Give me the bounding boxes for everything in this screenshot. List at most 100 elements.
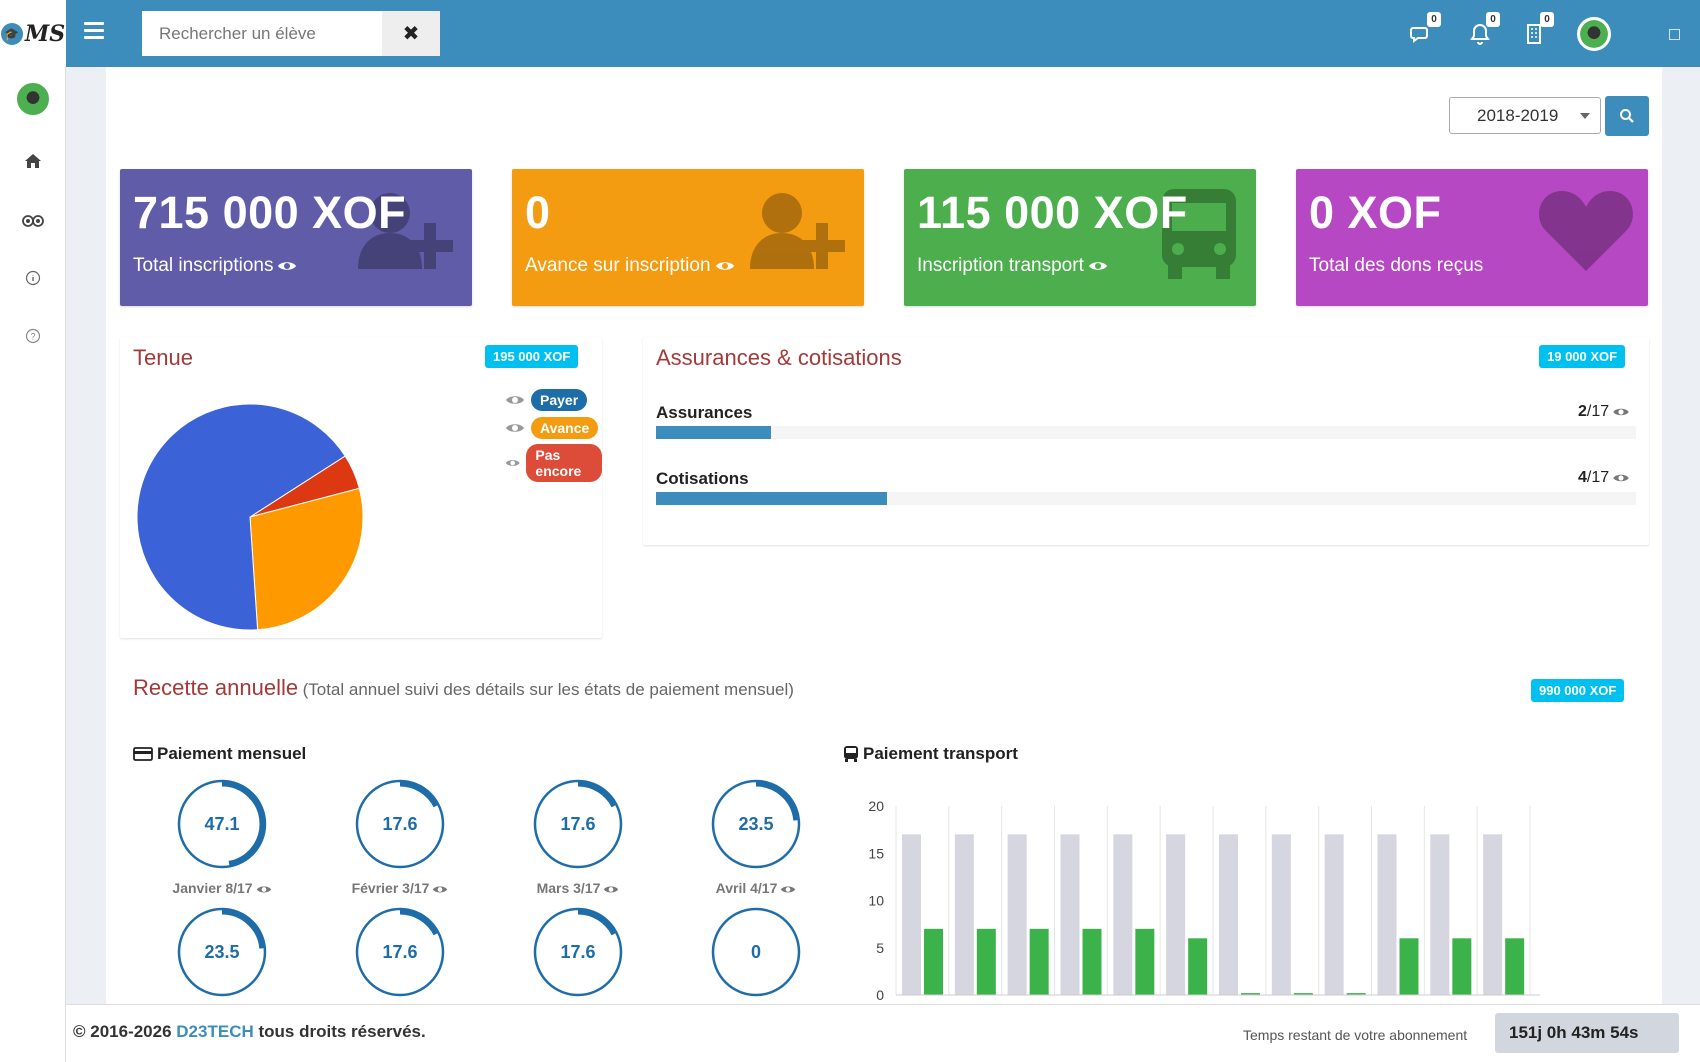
recette-heading: Recette annuelle (Total annuel suivi des… <box>133 675 794 701</box>
sidebar-item-home[interactable] <box>0 141 66 181</box>
assurances-label: Assurances <box>656 403 753 422</box>
logo-text: MS <box>24 20 66 47</box>
paiement-mensuel-heading: Paiement mensuel <box>133 744 306 764</box>
user-plus-icon <box>358 193 453 269</box>
eye-icon[interactable] <box>603 884 619 895</box>
eye-icon[interactable] <box>1088 259 1108 273</box>
gauge-label[interactable]: Avril 4/17 <box>686 880 826 896</box>
credit-card-icon <box>133 747 153 761</box>
assurances-progress <box>656 426 1636 439</box>
transport-bar[interactable] <box>1166 834 1186 995</box>
gauge-value: 0 <box>750 942 761 962</box>
transport-bar[interactable] <box>1271 834 1291 995</box>
transport-bar[interactable] <box>1346 993 1366 995</box>
eye-icon[interactable] <box>256 884 272 895</box>
transport-bar[interactable] <box>1452 938 1472 995</box>
transport-bar[interactable] <box>1113 834 1133 995</box>
transport-bar[interactable] <box>902 834 921 995</box>
subscription-remaining-label: Temps restant de votre abonnement <box>1243 1027 1468 1043</box>
month-gauge: 47.1 <box>176 778 268 870</box>
transport-bar[interactable] <box>1377 834 1397 995</box>
legend-avance[interactable]: Avance <box>505 417 599 439</box>
transport-bar[interactable] <box>1007 834 1027 995</box>
cotisations-progress-fill <box>656 492 887 505</box>
transport-bar[interactable] <box>1483 834 1503 995</box>
user-avatar[interactable] <box>1577 17 1611 51</box>
eye-icon[interactable] <box>715 259 735 273</box>
transport-bar[interactable] <box>1135 928 1155 995</box>
clear-search-button[interactable]: ✖ <box>382 11 440 56</box>
transport-bar[interactable] <box>1219 834 1238 995</box>
stat-value: 0 XOF <box>1309 187 1442 238</box>
student-search: ✖ <box>142 11 440 56</box>
chevron-down-icon <box>1580 113 1590 119</box>
transport-bar[interactable] <box>1399 938 1419 995</box>
messages-button[interactable]: 0 <box>1409 12 1441 48</box>
legend-label: Pas encore <box>526 444 602 482</box>
search-input[interactable] <box>142 11 382 56</box>
gauge-value: 17.6 <box>382 942 418 962</box>
menu-toggle-icon[interactable] <box>84 22 104 42</box>
notifications-button[interactable]: 0 <box>1468 12 1500 48</box>
pie-slice-payer[interactable] <box>136 403 346 631</box>
control-sidebar-toggle[interactable] <box>1669 29 1680 40</box>
cotisations-progress <box>656 492 1636 505</box>
transport-bar[interactable] <box>1188 938 1208 995</box>
transport-bar[interactable] <box>1060 834 1080 995</box>
svg-text:?: ? <box>30 332 35 342</box>
gauge-label[interactable]: Mars 3/17 <box>508 880 648 896</box>
transport-bar[interactable] <box>1430 834 1450 995</box>
stat-total-dons[interactable]: 0 XOF Total des dons reçus <box>1296 169 1648 306</box>
eye-icon[interactable] <box>277 259 297 273</box>
gauge-value: 23.5 <box>738 814 774 834</box>
gauge-arc <box>357 909 443 995</box>
eye-icon[interactable] <box>780 884 796 895</box>
month-gauge: 17.6 <box>532 906 624 998</box>
sidebar-item-help[interactable]: ? <box>0 316 66 356</box>
stat-avance-inscription[interactable]: 0 Avance sur inscription <box>512 169 864 306</box>
sidebar-item-info[interactable] <box>0 258 66 298</box>
heart-icon <box>1539 191 1633 271</box>
transport-bar[interactable] <box>976 928 996 995</box>
eye-icon[interactable] <box>1612 472 1630 484</box>
search-button[interactable] <box>1605 96 1649 136</box>
transport-bar[interactable] <box>1082 928 1102 995</box>
eye-icon[interactable] <box>432 884 448 895</box>
transport-bar[interactable] <box>1293 993 1313 995</box>
eye-icon[interactable] <box>505 393 525 407</box>
eye-icon[interactable] <box>1612 406 1630 418</box>
transport-bar[interactable] <box>1505 938 1525 995</box>
gauge-track <box>533 779 623 869</box>
month-gauge: 0 <box>710 906 802 998</box>
app-logo[interactable]: 🎓 MS <box>0 0 66 67</box>
assurances-count: 2/17 <box>1578 403 1630 421</box>
eye-icon[interactable] <box>505 421 525 435</box>
sidebar-item-tripadvisor[interactable] <box>0 200 66 240</box>
tasks-badge: 0 <box>1540 12 1554 27</box>
transport-bar[interactable] <box>1324 834 1344 995</box>
gauge-track <box>533 907 623 997</box>
gauge-label[interactable]: Février 3/17 <box>330 880 470 896</box>
legend-payer[interactable]: Payer <box>505 389 588 411</box>
search-icon <box>1620 109 1634 123</box>
transport-bar[interactable] <box>1029 928 1049 995</box>
gauge-track <box>711 779 801 869</box>
brand-link[interactable]: D23TECH <box>176 1022 254 1041</box>
stat-total-inscriptions[interactable]: 715 000 XOF Total inscriptions <box>120 169 472 306</box>
user-plus-icon <box>750 193 845 269</box>
stat-inscription-transport[interactable]: 115 000 XOF Inscription transport <box>904 169 1256 306</box>
transport-bar[interactable] <box>1241 993 1260 995</box>
sidebar-user-avatar[interactable] <box>17 83 49 115</box>
gauge-label[interactable]: Janvier 8/17 <box>152 880 292 896</box>
stat-label: Total inscriptions <box>133 255 297 277</box>
eye-icon[interactable] <box>505 456 520 470</box>
tasks-button[interactable]: 0 <box>1522 12 1554 48</box>
year-select[interactable]: 2018-2019 <box>1449 97 1601 134</box>
transport-bar[interactable] <box>924 928 943 995</box>
assurances-panel: Assurances & cotisations 19 000 XOF Assu… <box>643 337 1649 545</box>
pie-slice-avance[interactable] <box>249 487 364 631</box>
transport-bar[interactable] <box>954 834 974 995</box>
legend-pas-encore[interactable]: Pas encore <box>505 444 602 482</box>
gauge-arc <box>535 781 621 867</box>
gauge-value: 17.6 <box>560 814 596 834</box>
